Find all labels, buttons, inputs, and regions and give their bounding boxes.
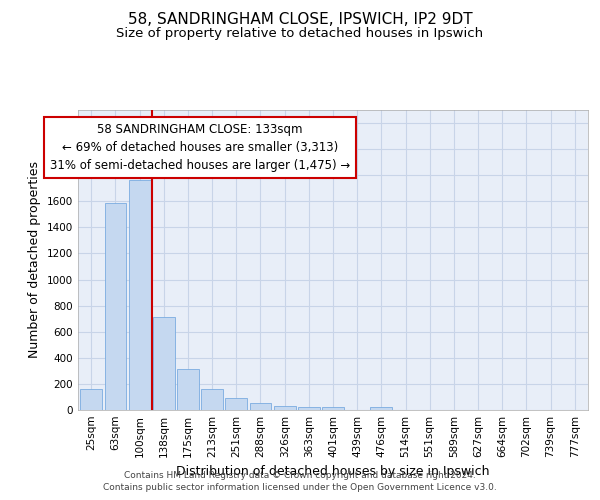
Bar (226, 398, 247, 410)
Bar (177, 369, 199, 410)
X-axis label: Distribution of detached houses by size in Ipswich: Distribution of detached houses by size … (176, 466, 490, 478)
Bar (201, 389, 223, 410)
Y-axis label: Number of detached properties: Number of detached properties (28, 162, 41, 358)
Text: 58 SANDRINGHAM CLOSE: 133sqm
← 69% of detached houses are smaller (3,313)
31% of: 58 SANDRINGHAM CLOSE: 133sqm ← 69% of de… (50, 123, 350, 172)
Text: Contains public sector information licensed under the Open Government Licence v3: Contains public sector information licen… (103, 484, 497, 492)
Bar (153, 318, 175, 410)
Bar (274, 406, 296, 410)
Bar (104, 202, 127, 410)
Bar (370, 408, 392, 410)
Text: Contains HM Land Registry data © Crown copyright and database right 2024.: Contains HM Land Registry data © Crown c… (124, 471, 476, 480)
Bar (322, 408, 344, 410)
Bar (129, 180, 151, 410)
Bar (298, 408, 320, 410)
Text: Size of property relative to detached houses in Ipswich: Size of property relative to detached ho… (116, 28, 484, 40)
Bar (250, 403, 271, 410)
Text: 58, SANDRINGHAM CLOSE, IPSWICH, IP2 9DT: 58, SANDRINGHAM CLOSE, IPSWICH, IP2 9DT (128, 12, 472, 28)
Bar (80, 389, 102, 410)
